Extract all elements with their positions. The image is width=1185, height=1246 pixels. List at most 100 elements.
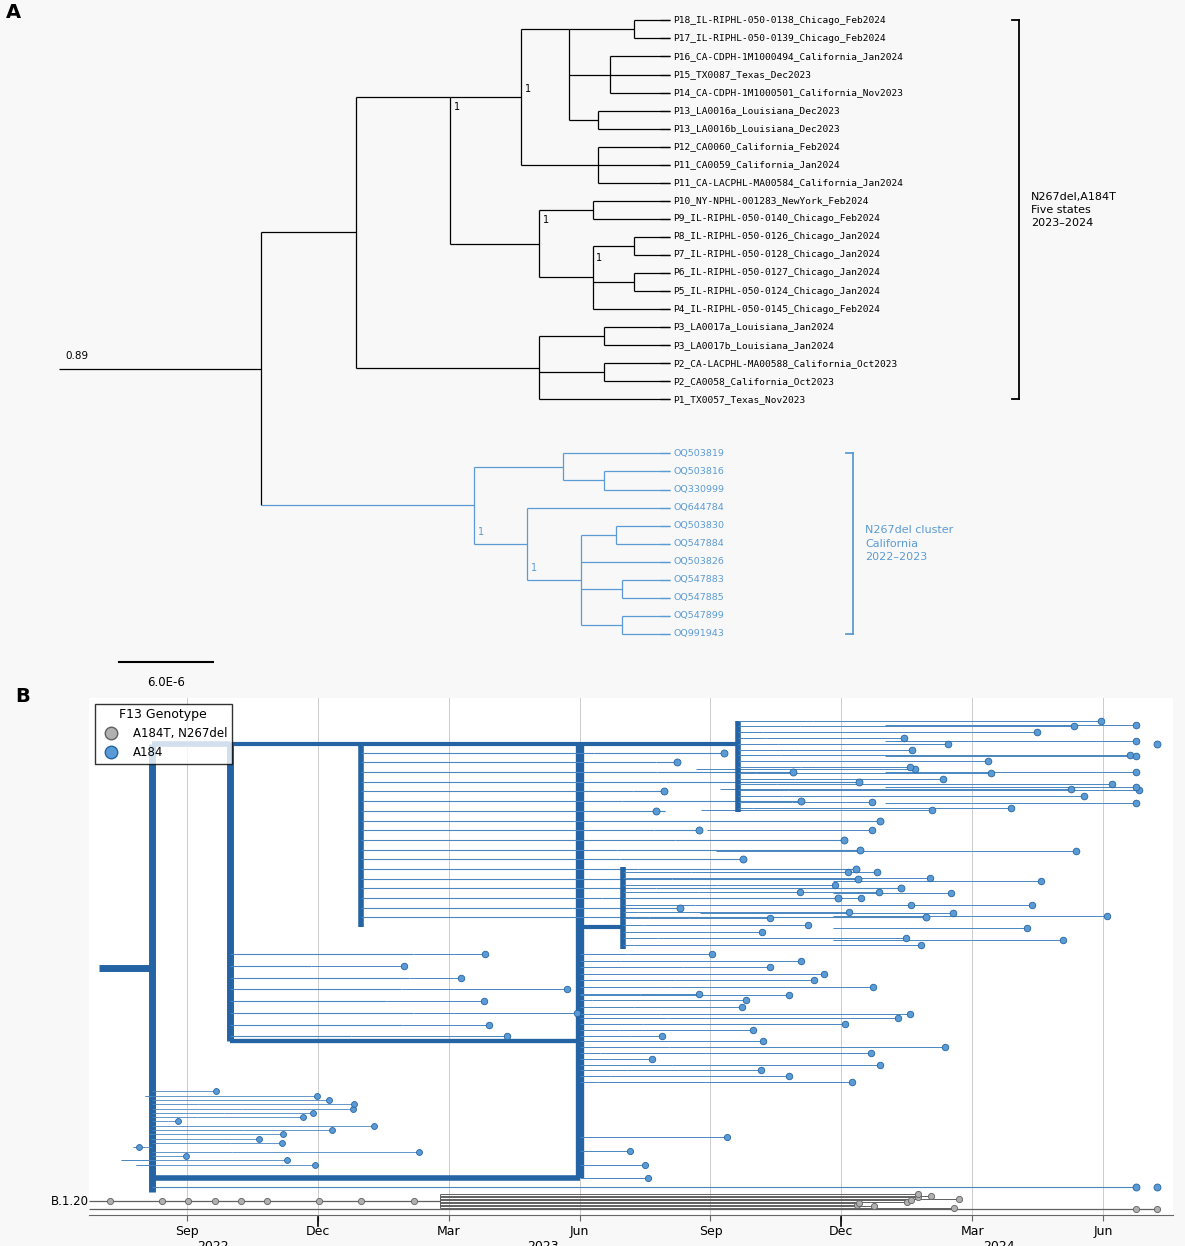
Point	[1091, 710, 1110, 730]
Point	[792, 951, 811, 971]
Text: 2023: 2023	[527, 1240, 558, 1246]
Point	[1032, 871, 1051, 891]
Point	[891, 878, 910, 898]
Point	[835, 830, 854, 850]
Text: P3_LA0017a_Louisiana_Jan2024: P3_LA0017a_Louisiana_Jan2024	[673, 323, 834, 331]
Point	[1127, 792, 1146, 812]
Text: P9_IL-RIPHL-050-0140_Chicago_Feb2024: P9_IL-RIPHL-050-0140_Chicago_Feb2024	[673, 214, 880, 223]
Point	[863, 791, 882, 811]
Point	[850, 1194, 869, 1214]
Point	[846, 858, 865, 878]
Point	[911, 934, 930, 954]
Point	[308, 1085, 327, 1105]
Point	[642, 1049, 661, 1069]
Point	[897, 1192, 916, 1212]
Text: 2024: 2024	[982, 1240, 1014, 1246]
Point	[344, 1099, 363, 1119]
Point	[941, 882, 960, 902]
Point	[703, 944, 722, 964]
Text: P8_IL-RIPHL-050-0126_Chicago_Jan2024: P8_IL-RIPHL-050-0126_Chicago_Jan2024	[673, 233, 880, 242]
Point	[498, 1027, 517, 1047]
Point	[865, 1196, 884, 1216]
Point	[257, 1191, 276, 1211]
Point	[309, 1191, 328, 1211]
Point	[395, 956, 414, 976]
Point	[273, 1133, 292, 1153]
Text: 1: 1	[525, 83, 531, 93]
Text: P7_IL-RIPHL-050-0128_Chicago_Jan2024: P7_IL-RIPHL-050-0128_Chicago_Jan2024	[673, 250, 880, 259]
Point	[815, 964, 834, 984]
Point	[1102, 775, 1121, 795]
Point	[863, 821, 882, 841]
Point	[1148, 734, 1167, 754]
Point	[830, 888, 848, 908]
Text: P3_LA0017b_Louisiana_Jan2024: P3_LA0017b_Louisiana_Jan2024	[673, 340, 834, 350]
Point	[1075, 786, 1094, 806]
Point	[205, 1191, 224, 1211]
Text: P11_CA-LACPHL-MA00584_California_Jan2024: P11_CA-LACPHL-MA00584_California_Jan2024	[673, 178, 903, 187]
Point	[1066, 841, 1085, 861]
Point	[979, 751, 998, 771]
Text: OQ991943: OQ991943	[673, 629, 724, 638]
Point	[168, 1111, 187, 1131]
Point	[867, 862, 886, 882]
Point	[792, 791, 811, 811]
Point	[744, 1019, 763, 1039]
Point	[404, 1191, 423, 1211]
Point	[1062, 779, 1081, 799]
Point	[847, 1195, 866, 1215]
Point	[943, 903, 962, 923]
Text: B.1.20: B.1.20	[51, 1195, 89, 1207]
Text: P13_LA0016b_Louisiana_Dec2023: P13_LA0016b_Louisiana_Dec2023	[673, 125, 840, 133]
Point	[635, 1155, 654, 1175]
Point	[652, 1025, 671, 1045]
Text: 0.89: 0.89	[65, 350, 89, 360]
Text: P13_LA0016a_Louisiana_Dec2023: P13_LA0016a_Louisiana_Dec2023	[673, 106, 840, 115]
Text: P2_CA-LACPHL-MA00588_California_Oct2023: P2_CA-LACPHL-MA00588_California_Oct2023	[673, 359, 897, 368]
Text: OQ547884: OQ547884	[673, 540, 724, 548]
Legend: A184T, N267del, A184: A184T, N267del, A184	[95, 704, 232, 764]
Text: P12_CA0060_California_Feb2024: P12_CA0060_California_Feb2024	[673, 142, 840, 151]
Text: P14_CA-CDPH-1M1000501_California_Nov2023: P14_CA-CDPH-1M1000501_California_Nov2023	[673, 88, 903, 97]
Point	[905, 759, 924, 779]
Point	[1129, 780, 1148, 800]
Text: P5_IL-RIPHL-050-0124_Chicago_Jan2024: P5_IL-RIPHL-050-0124_Chicago_Jan2024	[673, 287, 880, 295]
Point	[737, 991, 756, 1011]
Point	[1127, 1200, 1146, 1220]
Text: P6_IL-RIPHL-050-0127_Chicago_Jan2024: P6_IL-RIPHL-050-0127_Chicago_Jan2024	[673, 268, 880, 278]
Point	[903, 740, 922, 760]
Point	[1001, 797, 1020, 817]
Point	[1120, 745, 1139, 765]
Point	[901, 1003, 920, 1023]
Point	[717, 1128, 736, 1148]
Text: P18_IL-RIPHL-050-0138_Chicago_Feb2024: P18_IL-RIPHL-050-0138_Chicago_Feb2024	[673, 16, 886, 25]
Point	[751, 1060, 770, 1080]
Point	[690, 820, 709, 840]
Point	[620, 1141, 639, 1161]
Point	[917, 907, 936, 927]
Point	[835, 1014, 854, 1034]
Point	[1018, 918, 1037, 938]
Point	[568, 1003, 587, 1023]
Point	[850, 771, 869, 791]
Point	[909, 1184, 928, 1204]
Point	[851, 888, 870, 908]
Point	[306, 1155, 325, 1175]
Point	[409, 1141, 428, 1161]
Point	[889, 1008, 908, 1028]
Point	[101, 1191, 120, 1211]
Point	[1148, 1200, 1167, 1220]
Point	[1127, 731, 1146, 751]
Point	[1053, 931, 1072, 951]
Point	[734, 850, 752, 870]
Point	[949, 1189, 968, 1209]
Text: B: B	[15, 688, 30, 706]
Point	[864, 977, 883, 997]
Point	[870, 1054, 889, 1074]
Point	[206, 1082, 225, 1101]
Point	[761, 957, 780, 977]
Text: P2_CA0058_California_Oct2023: P2_CA0058_California_Oct2023	[673, 376, 834, 386]
Point	[901, 1190, 920, 1210]
Point	[901, 758, 920, 778]
Text: OQ503826: OQ503826	[673, 557, 724, 566]
